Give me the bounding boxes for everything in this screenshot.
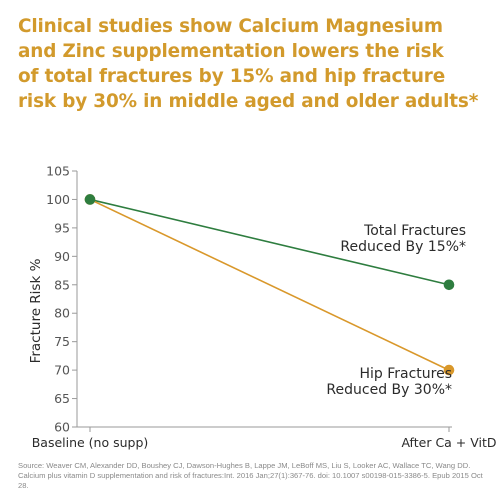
- headline-line: and Zinc supplementation lowers the risk: [18, 41, 444, 62]
- data-point-total-baseline: [84, 194, 96, 205]
- x-tick-label: After Ca + VitD: [401, 435, 496, 450]
- y-tick-label: 60: [54, 420, 70, 435]
- headline-line: risk by 30% in middle aged and older adu…: [18, 91, 479, 112]
- y-tick-label: 100: [46, 192, 70, 207]
- annotation-total: Reduced By 15%*: [340, 239, 466, 255]
- y-tick-label: 90: [54, 249, 70, 264]
- data-point-hip-after: [443, 364, 455, 376]
- y-tick-label: 80: [54, 306, 70, 321]
- series-line-total: [89, 198, 450, 286]
- headline-line: of total fractures by 15% and hip fractu…: [18, 66, 446, 87]
- x-tick-label: Baseline (no supp): [32, 435, 149, 450]
- annotation-hip: Hip Fractures: [359, 366, 452, 382]
- series-line-hip: [89, 198, 450, 371]
- y-tick-label: 85: [54, 277, 70, 292]
- y-tick-label: 75: [54, 334, 70, 349]
- headline: Clinical studies show Calcium Magnesium …: [18, 14, 488, 114]
- y-tick-label: 105: [46, 164, 70, 179]
- y-tick-label: 95: [54, 220, 70, 235]
- source-citation: Source: Weaver CM, Alexander DD, Boushey…: [18, 461, 483, 490]
- data-point-total-after: [443, 279, 455, 291]
- annotation-hip: Reduced By 30%*: [326, 382, 452, 398]
- annotation-total: Total Fractures: [363, 223, 466, 239]
- headline-line: Clinical studies show Calcium Magnesium: [18, 16, 443, 37]
- y-axis-label: Fracture Risk %: [28, 258, 44, 363]
- y-tick-label: 70: [54, 363, 70, 378]
- y-tick-label: 65: [54, 391, 70, 406]
